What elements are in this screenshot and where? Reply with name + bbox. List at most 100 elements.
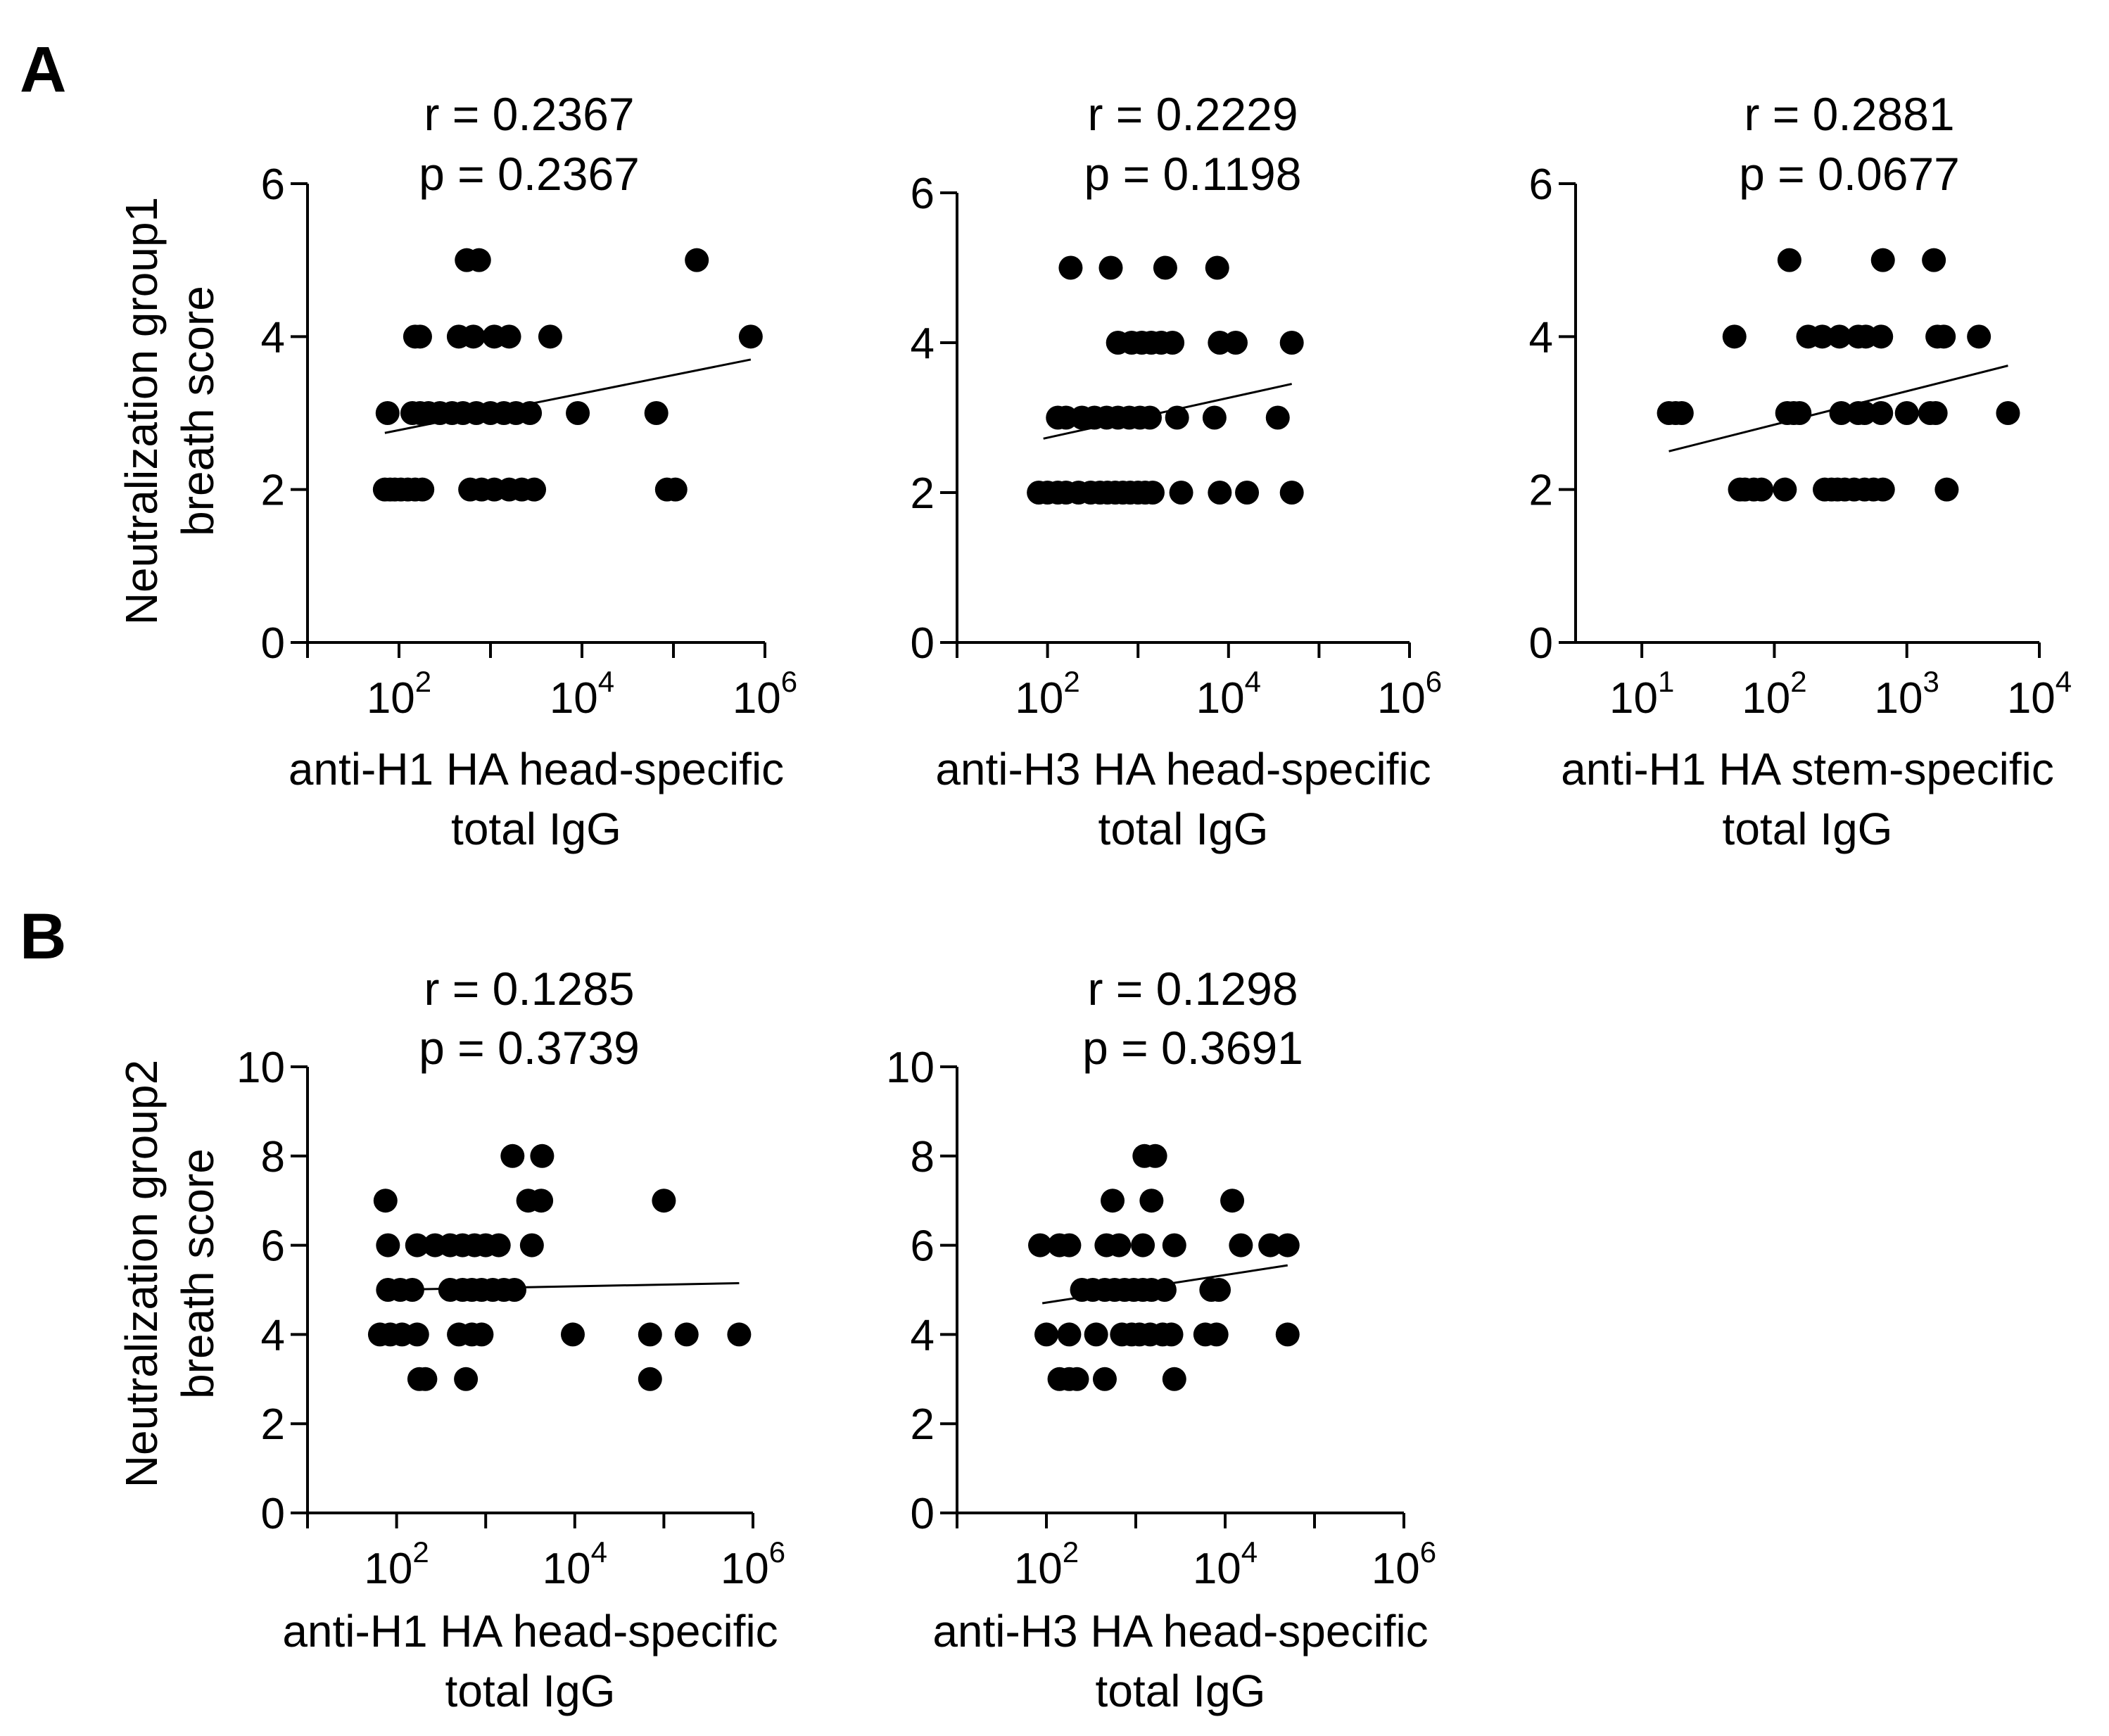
data-point (1934, 477, 1959, 502)
y-tick-label: 10 (886, 1044, 935, 1092)
regression-line (384, 358, 752, 434)
x-tick-label: 102 (1015, 665, 1079, 723)
x-tick-label: 106 (1377, 665, 1442, 723)
data-point (502, 1278, 526, 1302)
data-point (1932, 324, 1956, 349)
data-point (1279, 481, 1304, 505)
data-point (1749, 477, 1774, 502)
data-point (738, 324, 763, 349)
scatter-plot-5: 0 2 4 6 8 10 102 104 106 r = 0.1298 p = 0.3691 anti… (886, 963, 1436, 1716)
y-axis-label-a-line2: breath score (172, 286, 223, 536)
data-point (1870, 477, 1895, 502)
y-tick-label: 0 (911, 1490, 935, 1538)
data-point (1169, 481, 1193, 505)
data-point (467, 248, 491, 272)
data-point (1223, 331, 1248, 355)
y-tick-label: 2 (261, 1400, 285, 1449)
data-point (1034, 1322, 1058, 1347)
y-tick-label: 6 (1529, 160, 1553, 209)
data-point (1777, 248, 1801, 272)
p-value-label: p = 0.0677 (1739, 148, 1960, 200)
data-point (1107, 1233, 1132, 1257)
data-point (1773, 477, 1797, 502)
panel-letter-a: A (20, 34, 66, 106)
y-tick-label: 0 (261, 1490, 285, 1538)
y-tick-label: 6 (261, 1222, 285, 1271)
data-point (1894, 401, 1919, 425)
x-tick-label: 103 (1875, 665, 1939, 723)
y-tick-label: 2 (911, 469, 935, 518)
data-point (1084, 1322, 1108, 1347)
data-point (1159, 1322, 1184, 1347)
x-axis-label-line1: anti-H1 HA head-specific (289, 744, 784, 794)
data-point (486, 1233, 511, 1257)
data-point (638, 1322, 662, 1347)
data-point (1265, 405, 1290, 430)
data-point (1137, 405, 1162, 430)
p-value-label: p = 0.3691 (1082, 1022, 1303, 1074)
x-axis-label-line2: total IgG (1723, 804, 1893, 854)
data-point (1058, 255, 1083, 280)
data-point (522, 477, 547, 502)
data-point (1229, 1233, 1253, 1257)
y-tick-label: 0 (911, 619, 935, 668)
data-point (1140, 481, 1165, 505)
data-point (1057, 1322, 1082, 1347)
data-point (1275, 1322, 1300, 1347)
p-value-label: p = 0.1198 (1084, 148, 1302, 200)
data-point (1057, 1233, 1082, 1257)
x-tick-label: 101 (1609, 665, 1674, 723)
data-point (644, 401, 669, 425)
data-point (1923, 401, 1948, 425)
data-point (1139, 1189, 1164, 1213)
y-tick-label: 4 (911, 1311, 935, 1360)
data-point (1065, 1367, 1089, 1391)
x-axis-label-line1: anti-H3 HA head-specific (935, 744, 1431, 794)
data-point (530, 1143, 555, 1168)
data-point (405, 1322, 429, 1347)
data-point (1669, 401, 1694, 425)
data-point (454, 1367, 479, 1391)
x-tick-label: 104 (1193, 1535, 1258, 1593)
regression-line (1668, 365, 2008, 452)
data-point (1101, 1189, 1125, 1213)
regression-line (1041, 1264, 1288, 1305)
x-tick-label: 104 (1196, 665, 1261, 723)
data-point (1202, 405, 1227, 430)
data-point (373, 1189, 398, 1213)
x-tick-label: 102 (1014, 1535, 1079, 1593)
data-point (518, 401, 543, 425)
data-point (1827, 324, 1851, 349)
x-tick-label: 106 (1372, 1535, 1436, 1593)
p-value-label: p = 0.3739 (419, 1022, 640, 1074)
data-point (1160, 331, 1185, 355)
data-point (1131, 1233, 1155, 1257)
x-tick-label: 104 (550, 665, 614, 723)
data-point (375, 401, 400, 425)
data-point (1162, 1367, 1186, 1391)
data-point (519, 1233, 544, 1257)
data-point (1162, 1233, 1186, 1257)
data-point (1204, 1322, 1229, 1347)
data-point (1852, 401, 1877, 425)
scatter-plot-4: 0 2 4 6 8 10 102 104 106 r = 0.1285 p = 0.3739 anti… (236, 963, 785, 1716)
y-axis-label-b-line1: Neutralization group2 (116, 1060, 167, 1488)
data-point (1275, 1233, 1300, 1257)
data-point (652, 1189, 676, 1213)
data-point (1092, 1367, 1117, 1391)
regression-line (1043, 383, 1293, 440)
y-tick-label: 2 (911, 1400, 935, 1449)
data-point (1207, 1278, 1231, 1302)
x-axis-label-line1: anti-H1 HA head-specific (282, 1606, 778, 1656)
data-point (663, 477, 688, 502)
data-point (1098, 255, 1123, 280)
p-value-label: p = 0.2367 (419, 148, 640, 200)
data-point (529, 1189, 554, 1213)
y-tick-label: 4 (261, 313, 285, 362)
panel-letter-b: B (20, 901, 66, 972)
regression-line (388, 1281, 740, 1291)
y-axis-label-b-line2: breath score (172, 1148, 223, 1399)
data-point (1235, 481, 1260, 505)
data-point (1220, 1189, 1245, 1213)
y-axis-label-a-line1: Neutralization group1 (116, 197, 167, 625)
